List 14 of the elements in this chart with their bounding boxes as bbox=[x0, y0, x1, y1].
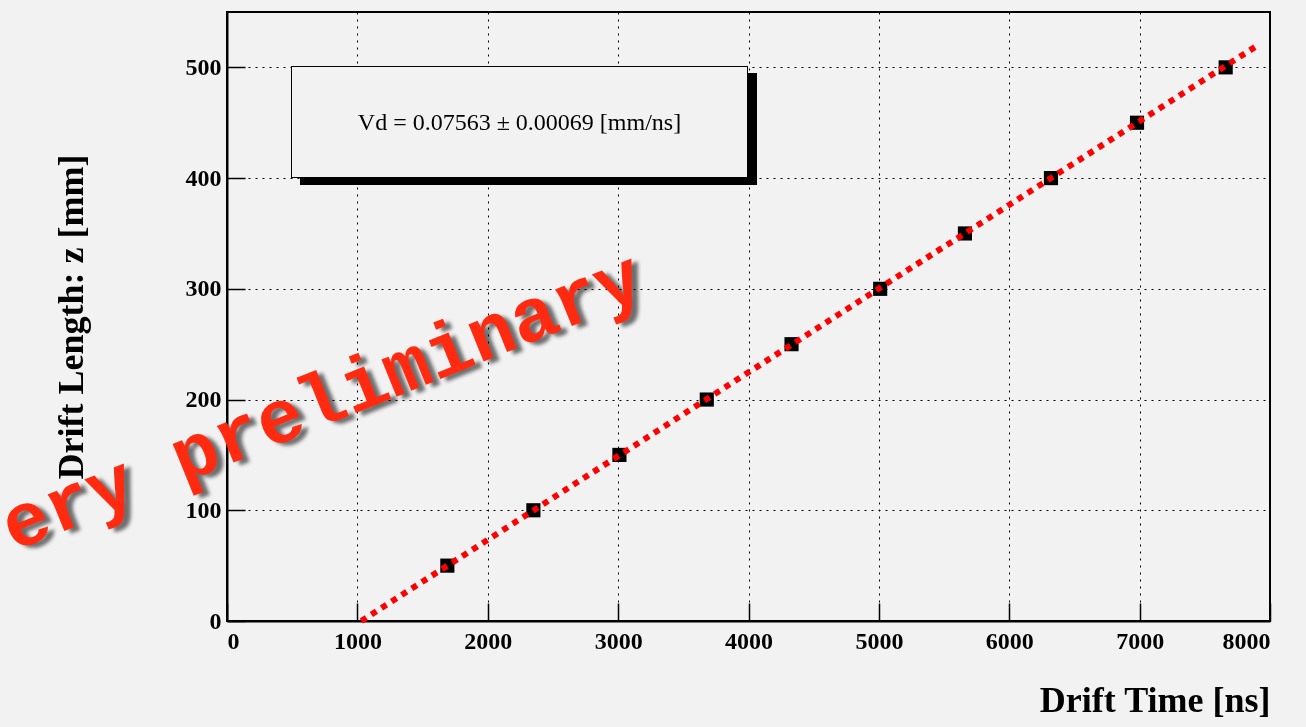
y-tick-label: 100 bbox=[185, 496, 222, 523]
x-tick-label: 6000 bbox=[985, 627, 1034, 654]
y-tick-label: 400 bbox=[185, 164, 222, 191]
x-tick-label: 4000 bbox=[725, 627, 773, 654]
x-tick-label: 1000 bbox=[333, 627, 382, 654]
y-tick-label: 0 bbox=[209, 607, 222, 634]
x-tick-label: 7000 bbox=[1116, 627, 1165, 654]
y-tick-label: 500 bbox=[185, 53, 222, 80]
x-tick-label: 5000 bbox=[855, 627, 904, 654]
x-tick-label: 8000 bbox=[1222, 627, 1271, 654]
x-tick-label: 3000 bbox=[594, 627, 643, 654]
x-tick-label: 2000 bbox=[464, 627, 513, 654]
x-axis-title: Drift Time [ns] bbox=[1039, 679, 1271, 720]
x-tick-label: 0 bbox=[227, 627, 240, 654]
